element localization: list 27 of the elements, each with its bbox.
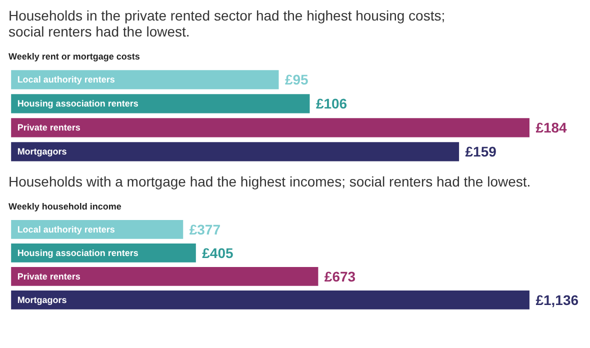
data-label: £405 (202, 244, 234, 261)
y-tick-label: Housing association renters (17, 98, 138, 109)
data-label: £673 (324, 268, 356, 284)
data-label: £1,136 (536, 292, 579, 308)
bar (11, 70, 279, 90)
data-label: £184 (536, 120, 568, 136)
y-tick-label: Local authority renters (17, 74, 115, 85)
data-label: £377 (189, 221, 221, 238)
y-tick-label: Mortgagors (17, 294, 67, 305)
bar (11, 290, 530, 310)
y-tick-label: Housing association renters (17, 248, 138, 258)
bar (11, 94, 310, 114)
bar (11, 267, 318, 286)
chart-title: Households with a mortgage had the highest incomes; social renters had the lowest. (8, 174, 531, 190)
data-label: £159 (465, 144, 497, 160)
y-tick-label: Mortgagors (17, 146, 67, 157)
y-tick-label: Private renters (17, 271, 80, 282)
y-tick-label: Local authority renters (17, 224, 115, 234)
bar (11, 118, 530, 138)
data-label: £95 (284, 72, 309, 88)
y-tick-label: Private renters (17, 122, 80, 133)
chart-subtitle: Weekly rent or mortgage costs (8, 52, 140, 62)
chart-subtitle: Weekly household income (8, 202, 122, 212)
bar (11, 142, 460, 162)
chart-title: Households in the private rented sector had the highest housing costs; social renters had the lowest. (8, 8, 446, 40)
bar (11, 220, 184, 239)
data-label: £106 (316, 96, 348, 112)
